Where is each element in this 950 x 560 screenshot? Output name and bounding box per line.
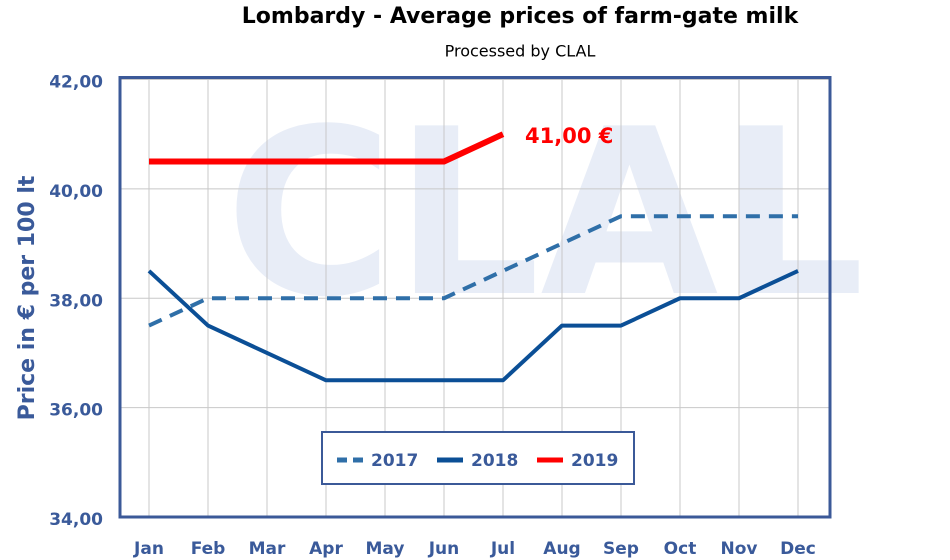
- legend-label: 2017: [371, 451, 418, 471]
- y-tick-label: 42,00: [49, 73, 103, 93]
- chart-title: Lombardy - Average prices of farm-gate m…: [242, 4, 800, 29]
- legend-box: [321, 431, 635, 485]
- x-tick-label: Dec: [780, 539, 816, 559]
- series-line: [149, 131, 505, 165]
- annotation: 41,00 €: [525, 124, 613, 148]
- x-tick-label: Sep: [603, 539, 639, 559]
- y-tick-label: 36,00: [49, 401, 103, 421]
- x-tick-label: Jun: [428, 539, 460, 559]
- y-tick-label: 34,00: [49, 510, 103, 530]
- legend-label: 2019: [571, 451, 618, 471]
- x-tick-label: Nov: [721, 539, 758, 559]
- chart-subtitle: Processed by CLAL: [445, 42, 596, 61]
- x-tick-label: May: [366, 539, 405, 559]
- x-tick-label: Jul: [490, 539, 515, 559]
- series-line: [147, 269, 799, 383]
- x-tick-label: Feb: [191, 539, 226, 559]
- y-tick-label: 40,00: [49, 182, 103, 202]
- x-tick-label: Aug: [543, 539, 580, 559]
- x-tick-label: Oct: [664, 539, 697, 559]
- x-tick-label: Jan: [133, 539, 164, 559]
- y-tick-label: 38,00: [49, 291, 103, 311]
- x-tick-label: Apr: [309, 539, 343, 559]
- plot-frame: [118, 76, 832, 519]
- series-line: [148, 214, 798, 328]
- y-axis-label: Price in € per 100 lt: [15, 175, 40, 420]
- x-tick-label: Mar: [249, 539, 286, 559]
- legend-label: 2018: [471, 451, 518, 471]
